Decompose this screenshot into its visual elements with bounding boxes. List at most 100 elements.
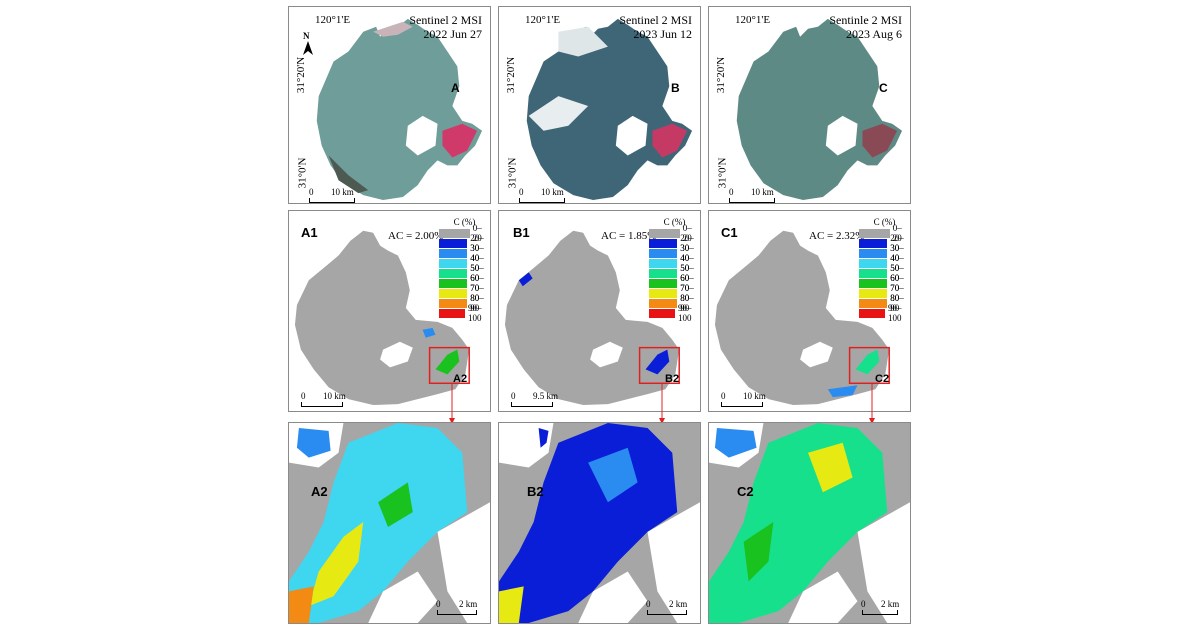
legend-swatch (859, 308, 886, 318)
legend-item: 20–30 (439, 233, 490, 253)
inset-panel-b2: B2 0 2 km (498, 422, 701, 624)
scale-zero: 0 (436, 599, 441, 609)
panel-letter: C (879, 81, 888, 95)
latitude-label-lower: 31°0'N (506, 157, 519, 189)
legend-rows: 0–20 20–30 30–40 40–50 50–60 60–70 70–80 80–90 9… (649, 223, 700, 323)
scale-bar (309, 198, 355, 203)
scale-zero: 0 (519, 187, 524, 197)
satellite-map-a (316, 18, 483, 201)
legend-swatch (439, 248, 468, 258)
scale-label: 10 km (743, 391, 766, 401)
sensor-name: Sentinel 2 MSI (619, 13, 692, 27)
scale-bar (437, 610, 477, 615)
legend-swatch (439, 258, 468, 268)
legend-item: 60–70 (439, 273, 490, 293)
satellite-panel-c: 120°1'E Sentinle 2 MSI 2023 Aug 6 31°20'N… (708, 6, 911, 204)
scale-zero: 0 (511, 391, 516, 401)
scale-bar (647, 610, 687, 615)
scale-zero: 0 (861, 599, 866, 609)
legend-item: 50–60 (649, 263, 700, 283)
scale-label: 2 km (459, 599, 478, 609)
coverage-legend: C (%) 0–20 20–30 30–40 40–50 50–60 60–70 70–80… (859, 217, 910, 323)
legend-swatch (439, 228, 470, 238)
inset-label: A2 (453, 373, 468, 385)
latitude-label-upper: 31°20'N (295, 56, 308, 94)
legend-label: 50–60 (470, 263, 484, 283)
scale-bar (511, 402, 553, 407)
legend-swatch (439, 308, 466, 318)
latitude-label-lower: 31°0'N (716, 157, 729, 189)
legend-item: 40–50 (859, 253, 910, 273)
scale-label: 10 km (541, 187, 564, 197)
image-title: Sentinel 2 MSI 2023 Jun 12 (619, 13, 692, 41)
legend-swatch (439, 268, 468, 278)
legend-item: 80–90 (439, 293, 490, 313)
legend-item: 20–30 (649, 233, 700, 253)
legend-swatch (439, 238, 468, 248)
inset-label: B2 (665, 373, 680, 385)
coverage-panel-b1: B1 AC = 1.85% B2 0 9.5 km C (%) 0–20 20–3… (498, 210, 701, 412)
coverage-legend: C (%) 0–20 20–30 30–40 40–50 50–60 60–70 70–80… (439, 217, 490, 323)
legend-label: 30–40 (470, 243, 484, 263)
acquisition-date: 2022 Jun 27 (423, 27, 482, 41)
legend-label: 60–70 (470, 273, 484, 293)
legend-swatch (439, 298, 468, 308)
scale-label: 10 km (323, 391, 346, 401)
satellite-panel-b: 120°1'E Sentinel 2 MSI 2023 Jun 12 31°20'… (498, 6, 701, 204)
satellite-map-b (526, 18, 693, 201)
acquisition-date: 2023 Aug 6 (845, 27, 902, 41)
legend-swatch (649, 248, 678, 258)
legend-label: 90–100 (468, 303, 482, 323)
legend-label: 50–60 (680, 263, 694, 283)
legend-item: 30–40 (859, 243, 910, 263)
legend-swatch (859, 298, 888, 308)
legend-item: 0–20 (859, 223, 910, 243)
legend-item: 80–90 (649, 293, 700, 313)
legend-item: 70–80 (439, 283, 490, 303)
coverage-map-c1 (714, 230, 890, 406)
legend-label: 30–40 (890, 243, 904, 263)
scale-label: 2 km (881, 599, 900, 609)
legend-label: 20–30 (680, 233, 694, 253)
scale-zero: 0 (646, 599, 651, 609)
legend-label: 70–80 (680, 283, 694, 303)
panel-label: C2 (737, 484, 754, 499)
inset-map-a2 (289, 423, 490, 623)
legend-label: 60–70 (890, 273, 904, 293)
inset-label: C2 (875, 373, 890, 385)
legend-label: 70–80 (890, 283, 904, 303)
legend-item: 50–60 (859, 263, 910, 283)
sensor-name: Sentinel 2 MSI (409, 13, 482, 27)
legend-item: 70–80 (649, 283, 700, 303)
legend-swatch (859, 238, 888, 248)
legend-label: 0–20 (682, 223, 692, 243)
legend-label: 60–70 (680, 273, 694, 293)
ac-value: AC = 1.85% (601, 230, 657, 242)
legend-label: 40–50 (470, 253, 484, 273)
legend-title: C (%) (873, 217, 896, 227)
scale-label: 10 km (751, 187, 774, 197)
coverage-map-a1 (294, 230, 470, 406)
legend-swatch (859, 248, 888, 258)
legend-label: 20–30 (470, 233, 484, 253)
inset-panel-c2: C2 0 2 km (708, 422, 911, 624)
legend-swatch (649, 228, 680, 238)
image-title: Sentinle 2 MSI 2023 Aug 6 (829, 13, 902, 41)
ac-value: AC = 2.32% (809, 230, 865, 242)
legend-item: 30–40 (439, 243, 490, 263)
legend-swatch (859, 268, 888, 278)
legend-item: 20–30 (859, 233, 910, 253)
scale-bar (301, 402, 343, 407)
north-label: N (303, 31, 310, 41)
inset-panel-a2: A2 0 2 km (288, 422, 491, 624)
latitude-label-upper: 31°20'N (715, 56, 728, 94)
legend-label: 40–50 (890, 253, 904, 273)
legend-swatch (649, 238, 678, 248)
panel-label: C1 (721, 225, 738, 240)
legend-swatch (649, 268, 678, 278)
legend-item: 70–80 (859, 283, 910, 303)
satellite-map-c (736, 18, 903, 201)
panel-label: A1 (301, 225, 318, 240)
legend-title: C (%) (453, 217, 476, 227)
legend-item: 60–70 (649, 273, 700, 293)
